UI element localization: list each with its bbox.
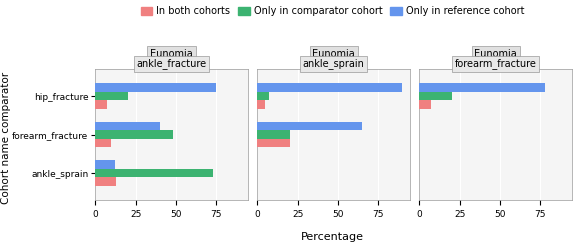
Text: forearm_fracture: forearm_fracture — [455, 58, 537, 69]
Bar — [95, 139, 112, 147]
Text: Cohort name comparator: Cohort name comparator — [1, 72, 11, 204]
Bar — [257, 130, 290, 139]
Bar — [95, 160, 114, 169]
Bar — [420, 83, 545, 92]
Legend: In both cohorts, Only in comparator cohort, Only in reference cohort: In both cohorts, Only in comparator coho… — [137, 2, 528, 20]
Bar — [257, 139, 290, 147]
Bar — [95, 177, 116, 186]
Bar — [257, 122, 362, 130]
Bar — [257, 83, 402, 92]
Bar — [95, 122, 160, 130]
Text: Percentage: Percentage — [301, 232, 364, 242]
Text: Eunomia: Eunomia — [313, 49, 355, 59]
Bar — [95, 130, 173, 139]
Text: Eunomia: Eunomia — [475, 49, 517, 59]
Bar — [95, 100, 106, 109]
Text: ankle_sprain: ankle_sprain — [303, 58, 365, 69]
Bar — [95, 83, 216, 92]
Text: Eunomia: Eunomia — [150, 49, 193, 59]
Bar — [257, 92, 269, 100]
Bar — [257, 100, 265, 109]
Bar — [95, 169, 213, 177]
Text: ankle_fracture: ankle_fracture — [137, 58, 207, 69]
Bar — [95, 92, 128, 100]
Bar — [420, 92, 451, 100]
Bar — [420, 100, 431, 109]
